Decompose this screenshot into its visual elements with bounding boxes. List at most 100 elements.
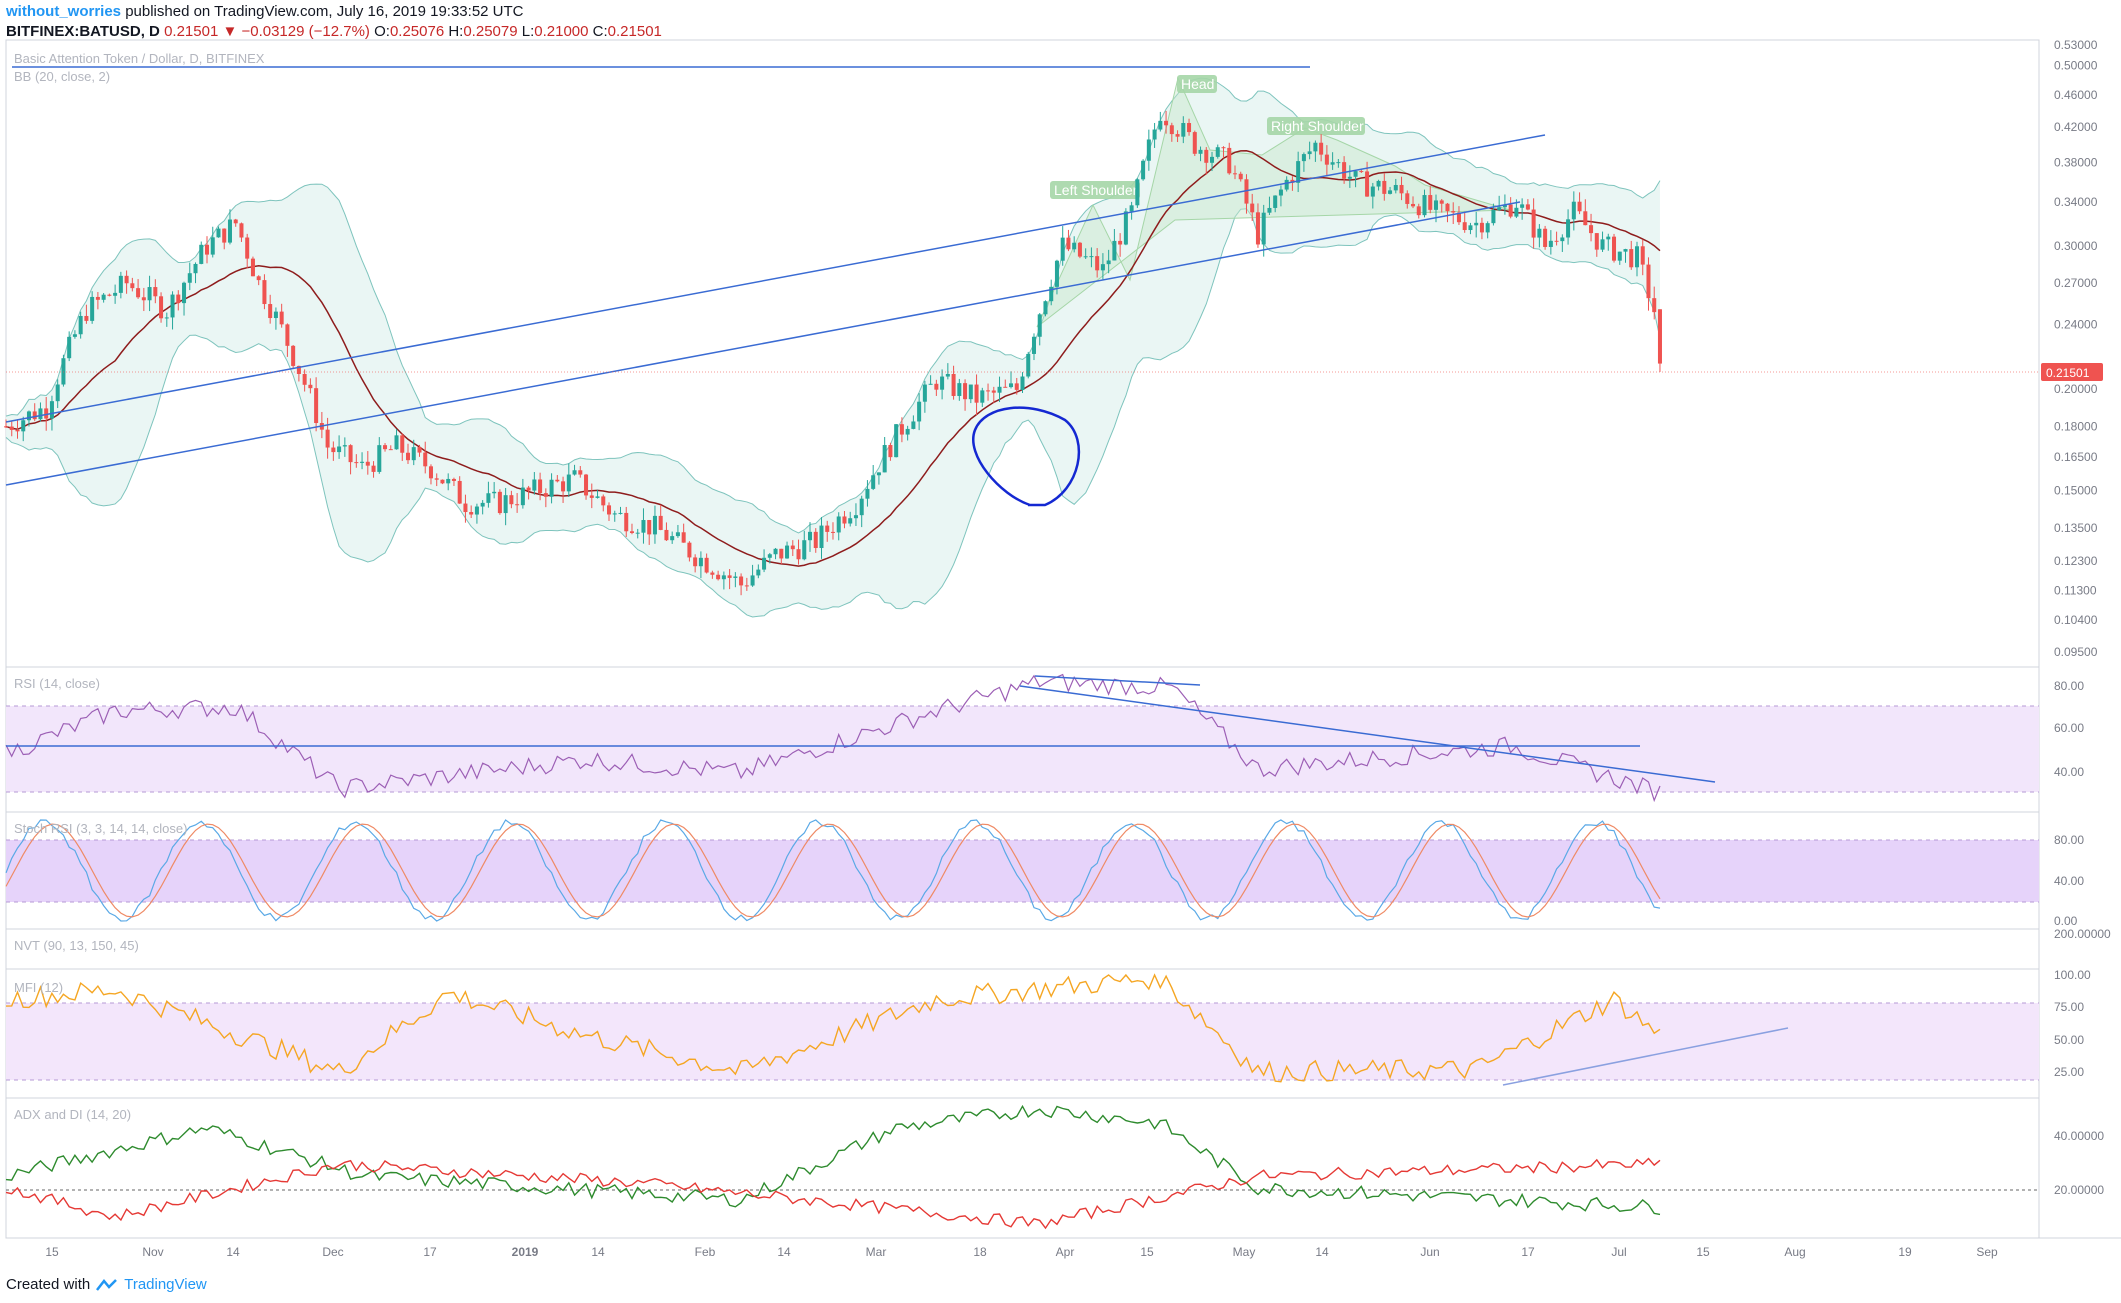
candle bbox=[1100, 253, 1105, 280]
candle bbox=[1221, 146, 1226, 159]
rsi-axis: 80.00 60.00 40.00 bbox=[2054, 679, 2084, 779]
stoch-tick-label: 40.00 bbox=[2054, 874, 2084, 888]
candle bbox=[15, 419, 20, 439]
candle bbox=[589, 483, 594, 509]
candle bbox=[354, 454, 359, 468]
candle bbox=[153, 279, 158, 304]
time-tick-label: 15 bbox=[45, 1245, 59, 1259]
candle bbox=[894, 423, 899, 458]
time-tick-label: Dec bbox=[322, 1245, 343, 1259]
candle bbox=[256, 275, 261, 286]
candle bbox=[727, 569, 732, 590]
candle bbox=[1210, 151, 1215, 172]
author-link[interactable]: without_worries bbox=[6, 3, 122, 20]
stoch-band bbox=[6, 840, 2039, 902]
mfi-tick-label: 50.00 bbox=[2054, 1033, 2084, 1047]
candle bbox=[130, 277, 135, 292]
candle bbox=[1554, 231, 1559, 246]
candle bbox=[1307, 141, 1312, 160]
stoch-pane-title: Stoch RSI (3, 3, 14, 14, close) bbox=[14, 821, 187, 836]
candle bbox=[1571, 191, 1576, 231]
open-value: 0.25076 bbox=[389, 23, 445, 40]
candle bbox=[1468, 222, 1473, 235]
candle bbox=[1439, 198, 1444, 213]
candle bbox=[1370, 182, 1375, 209]
candle bbox=[176, 290, 181, 311]
candle bbox=[963, 379, 968, 411]
tradingview-brand[interactable]: TradingView bbox=[124, 1276, 207, 1293]
candle bbox=[555, 475, 560, 483]
candle bbox=[1388, 186, 1393, 195]
candle bbox=[314, 377, 319, 432]
candle bbox=[1020, 372, 1025, 394]
candle bbox=[991, 386, 996, 403]
candle bbox=[888, 442, 893, 461]
candle bbox=[1296, 151, 1301, 193]
candle bbox=[830, 522, 835, 540]
bb-lower-line bbox=[5, 208, 1661, 618]
candle bbox=[842, 510, 847, 529]
candle bbox=[1238, 171, 1243, 182]
candle bbox=[1640, 239, 1645, 276]
candle bbox=[687, 541, 692, 562]
candle bbox=[1560, 234, 1565, 252]
candle bbox=[744, 577, 749, 591]
time-tick-label: Apr bbox=[1056, 1245, 1075, 1259]
candle bbox=[204, 236, 210, 264]
candle bbox=[968, 384, 973, 404]
candle bbox=[1255, 203, 1260, 248]
candle bbox=[216, 226, 221, 238]
time-tick-label: 15 bbox=[1140, 1245, 1154, 1259]
time-axis[interactable]: 15 Nov 14 Dec 17 2019 14 Feb 14 Mar 18 Apr 15 May 14 Ju… bbox=[45, 1245, 1998, 1259]
candle bbox=[1250, 193, 1255, 221]
mfi-line bbox=[5, 973, 1661, 1083]
candle bbox=[940, 369, 945, 400]
price-pane-title: Basic Attention Token / Dollar, D, BITFI… bbox=[14, 51, 265, 66]
candle bbox=[193, 262, 198, 284]
rsi-descending-line bbox=[1019, 685, 1716, 783]
hand-drawn-circle bbox=[972, 406, 1080, 507]
candle bbox=[1129, 201, 1134, 220]
candle bbox=[612, 510, 617, 522]
candle bbox=[210, 226, 215, 258]
candle bbox=[377, 437, 382, 474]
price-tick-label: 0.30000 bbox=[2054, 239, 2098, 253]
price-tick-label: 0.27000 bbox=[2054, 276, 2098, 290]
candle bbox=[55, 379, 60, 409]
candle bbox=[813, 528, 818, 553]
mfi-trendline bbox=[1502, 1027, 1789, 1086]
annotation-left-shoulder: Left Shoulder bbox=[1050, 181, 1140, 199]
price-marker: 0.21501 bbox=[2041, 363, 2103, 381]
rsi-tick-label: 80.00 bbox=[2054, 679, 2084, 693]
candle bbox=[1416, 203, 1421, 219]
indicator-bands bbox=[6, 706, 2039, 1080]
candle bbox=[704, 553, 709, 574]
candle bbox=[1278, 185, 1283, 207]
candle bbox=[1152, 122, 1157, 148]
candle bbox=[9, 421, 14, 437]
candle bbox=[469, 505, 474, 518]
candle bbox=[1043, 300, 1048, 317]
candle bbox=[1330, 152, 1335, 170]
candle bbox=[61, 354, 66, 387]
candle bbox=[360, 452, 365, 470]
candle bbox=[624, 506, 629, 537]
candle bbox=[1009, 371, 1014, 389]
candle bbox=[1566, 209, 1571, 245]
candle bbox=[561, 476, 566, 503]
di-plus-line bbox=[5, 1104, 1661, 1216]
candle bbox=[480, 500, 485, 515]
candle bbox=[1135, 178, 1140, 208]
price-axis[interactable]: 0.53000 0.50000 0.46000 0.42000 0.38000 0.340… bbox=[2054, 38, 2098, 659]
candle bbox=[1014, 377, 1019, 395]
candle bbox=[107, 293, 112, 297]
nvt-tick-label: 200.00000 bbox=[2054, 927, 2111, 941]
candle bbox=[951, 365, 956, 400]
candle bbox=[635, 528, 640, 539]
candle bbox=[750, 564, 755, 587]
candle bbox=[670, 531, 675, 544]
candle bbox=[1520, 198, 1525, 220]
candle bbox=[101, 292, 106, 303]
time-tick-label: 17 bbox=[423, 1245, 437, 1259]
